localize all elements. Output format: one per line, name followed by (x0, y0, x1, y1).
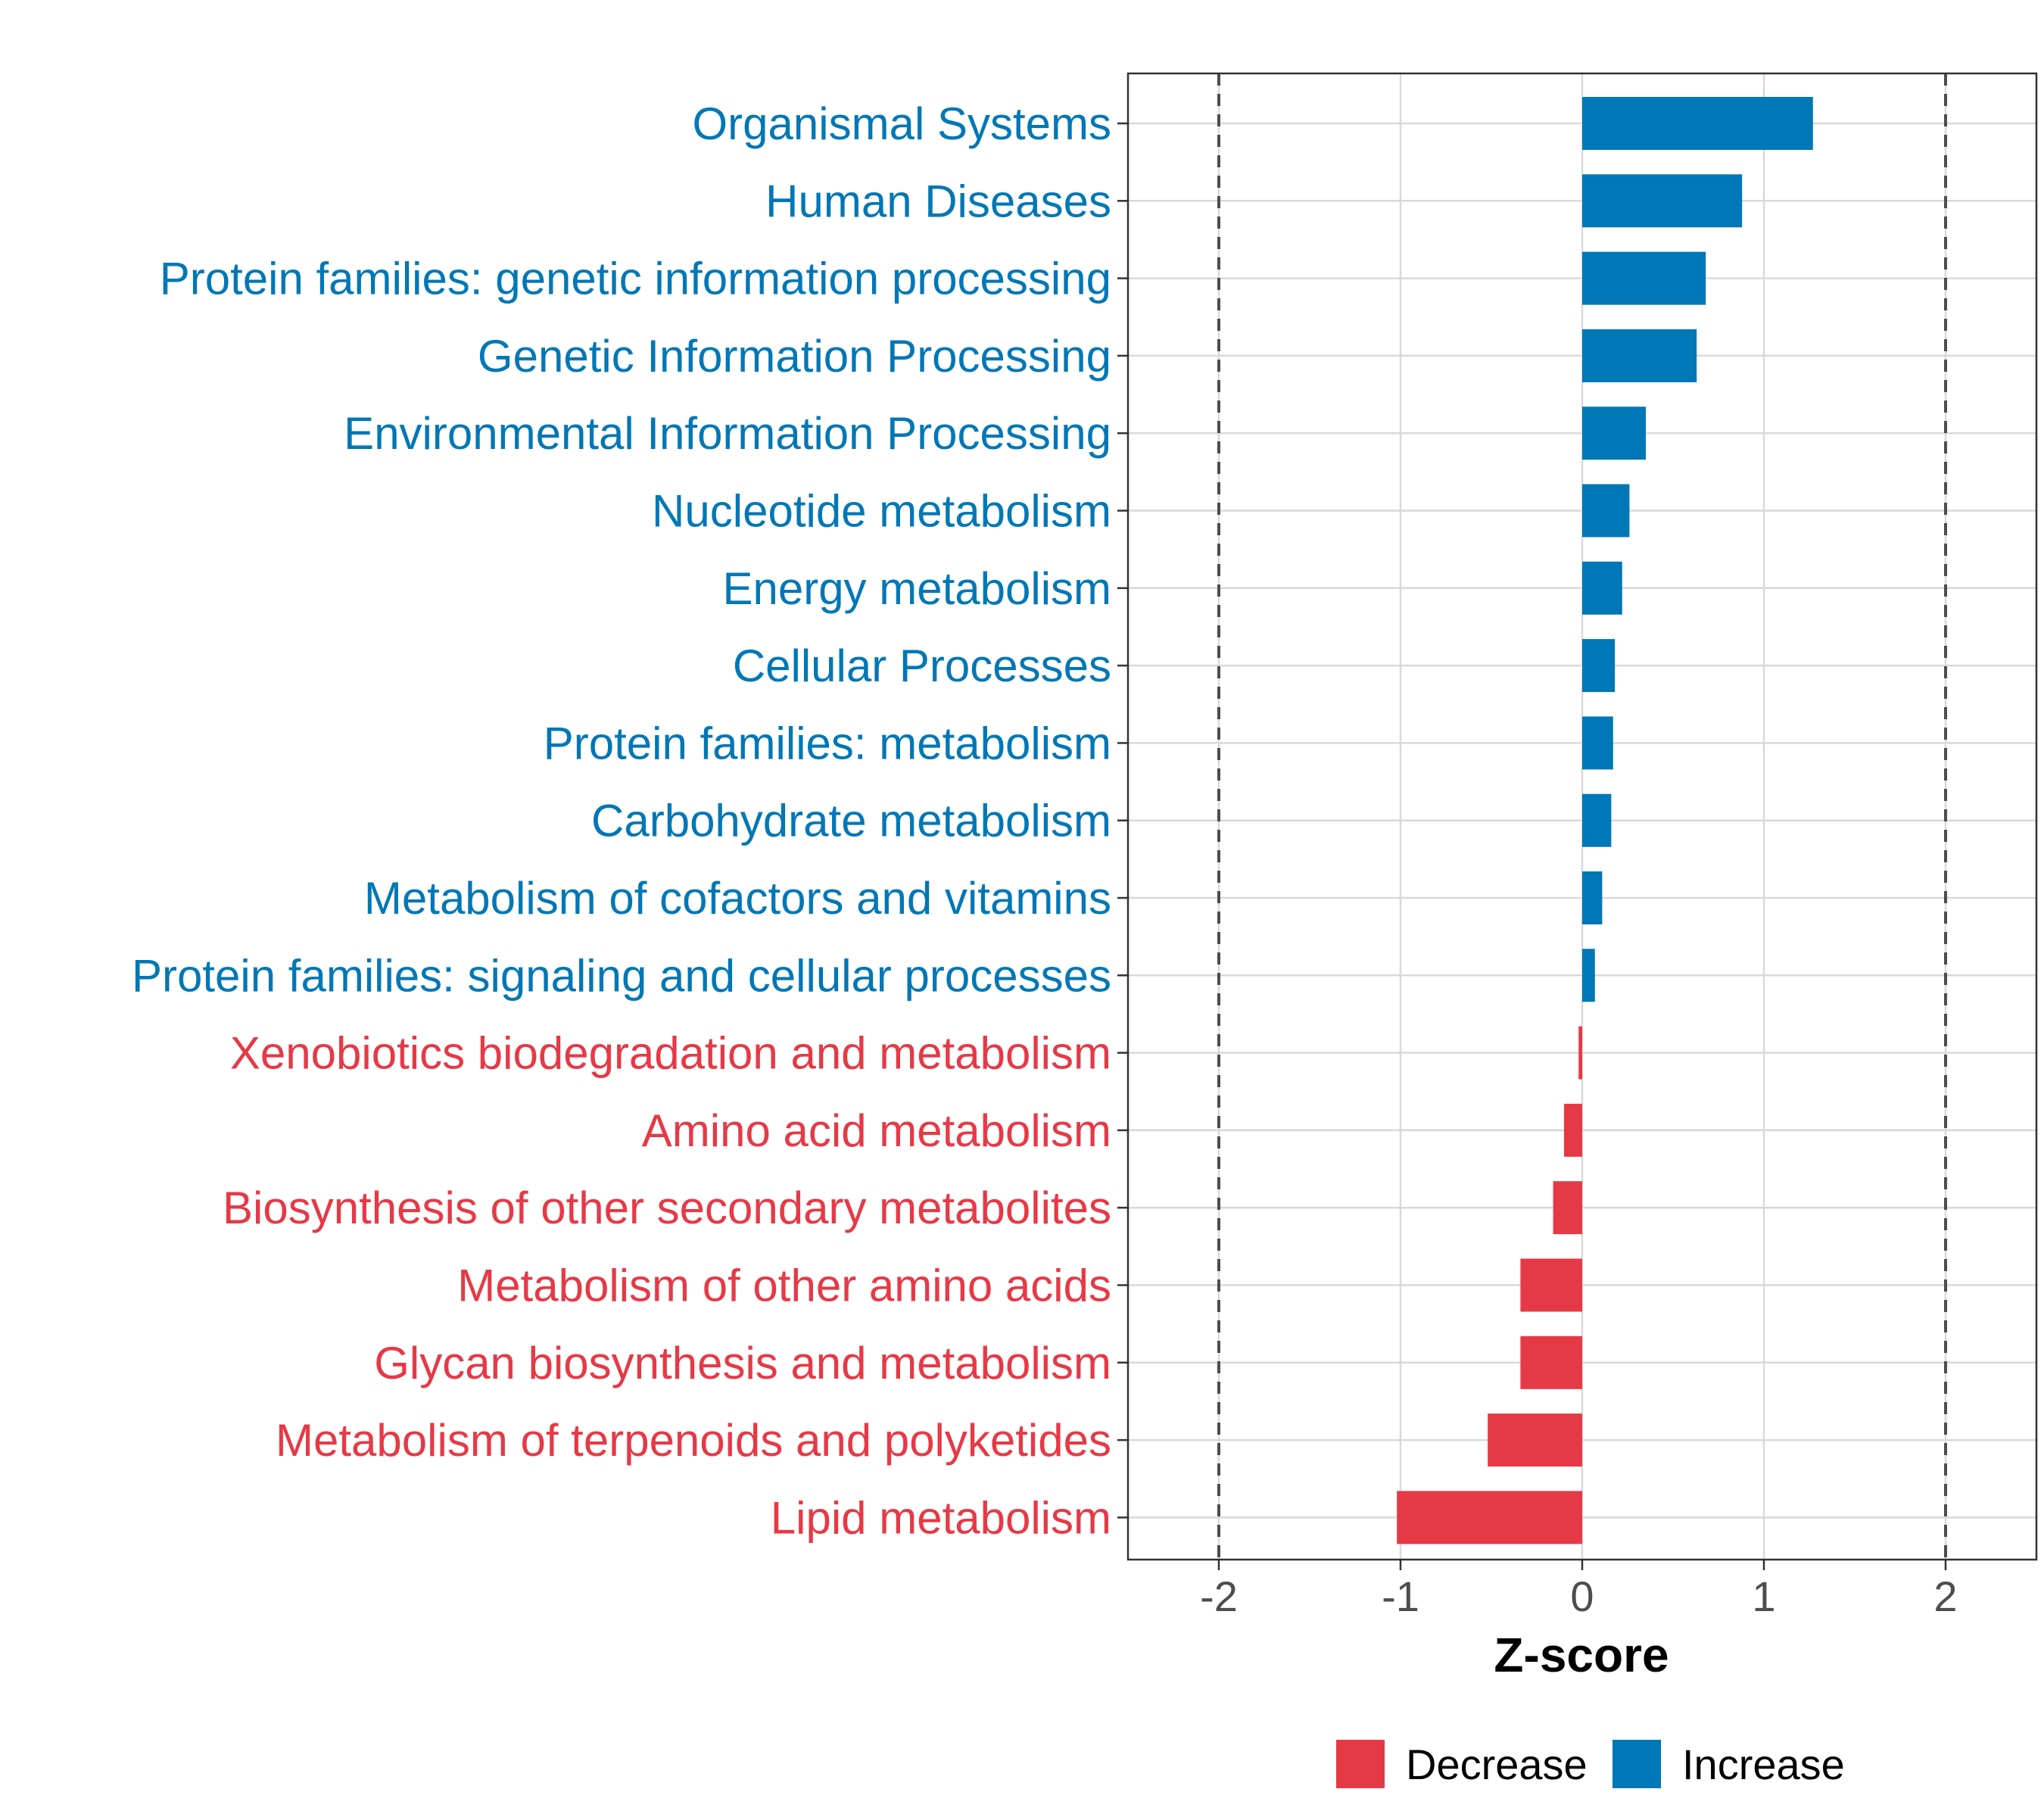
category-label: Biosynthesis of other secondary metaboli… (223, 1183, 1111, 1233)
x-axis-title: Z-score (1494, 1628, 1669, 1682)
y-axis-category-labels: Organismal Systems Human Diseases Protein … (132, 98, 1111, 1543)
legend-swatch (1612, 1740, 1661, 1788)
bar (1553, 1181, 1582, 1235)
legend-label: Increase (1682, 1741, 1845, 1788)
x-axis-ticks: -2 -1 0 1 2 (1200, 1560, 1958, 1620)
bar (1397, 1491, 1582, 1544)
category-label: Protein families: metabolism (544, 718, 1111, 768)
bar (1582, 639, 1616, 693)
category-label: Energy metabolism (722, 563, 1111, 614)
bar (1582, 561, 1622, 615)
bar (1520, 1335, 1582, 1389)
category-label: Genetic Information Processing (478, 331, 1111, 382)
x-tick-label: 1 (1752, 1572, 1775, 1620)
x-tick-label: 2 (1933, 1572, 1957, 1620)
legend-swatch (1336, 1740, 1385, 1788)
bar (1582, 949, 1595, 1002)
category-label: Protein families: genetic information pr… (160, 254, 1111, 304)
category-label: Carbohydrate metabolism (591, 796, 1111, 846)
bar (1582, 251, 1706, 305)
bar (1582, 174, 1743, 228)
category-label: Organismal Systems (693, 98, 1111, 149)
bar (1582, 716, 1613, 770)
category-label: Protein families: signaling and cellular… (132, 950, 1111, 1001)
category-label: Human Diseases (765, 176, 1111, 226)
bar (1582, 407, 1646, 460)
category-label: Glycan biosynthesis and metabolism (374, 1338, 1111, 1388)
bar (1488, 1413, 1582, 1467)
bar (1564, 1103, 1582, 1157)
y-axis-ticks (1117, 122, 1128, 1519)
bar (1520, 1258, 1582, 1312)
category-label: Xenobiotics biodegradation and metabolis… (230, 1028, 1111, 1079)
legend-label: Decrease (1406, 1741, 1588, 1788)
bars (1397, 97, 1813, 1544)
x-tick-label: -1 (1382, 1572, 1419, 1620)
category-label: Nucleotide metabolism (652, 486, 1111, 537)
category-label: Lipid metabolism (771, 1492, 1111, 1543)
legend: Decrease Increase (1336, 1740, 1845, 1788)
bar (1578, 1026, 1582, 1080)
category-label: Metabolism of terpenoids and polyketides (276, 1415, 1111, 1466)
category-label: Amino acid metabolism (642, 1105, 1111, 1156)
x-tick-label: -2 (1200, 1572, 1238, 1620)
bar (1582, 871, 1603, 924)
reference-lines (1217, 73, 1947, 1560)
category-label: Metabolism of other amino acids (457, 1261, 1111, 1311)
category-label: Cellular Processes (733, 640, 1111, 691)
category-label: Environmental Information Processing (344, 408, 1111, 459)
bar (1582, 97, 1813, 150)
bar (1582, 329, 1697, 382)
category-label: Metabolism of cofactors and vitamins (364, 873, 1111, 924)
x-tick-label: 0 (1570, 1572, 1594, 1620)
bar (1582, 793, 1612, 847)
bar (1582, 484, 1630, 538)
